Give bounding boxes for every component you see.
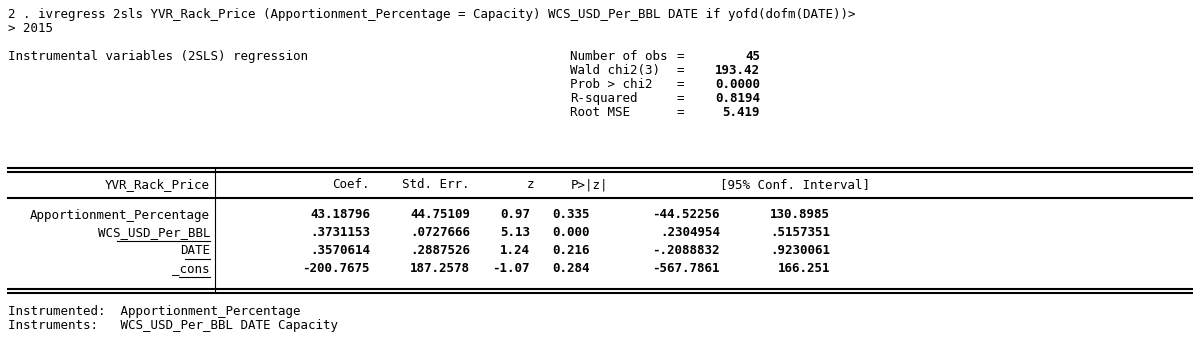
Text: 130.8985: 130.8985	[770, 209, 830, 221]
Text: .9230061: .9230061	[770, 245, 830, 257]
Text: 5.13: 5.13	[500, 226, 530, 240]
Text: z: z	[527, 179, 534, 191]
Text: 0.8194: 0.8194	[715, 92, 760, 105]
Text: 2 . ivregress 2sls YVR_Rack_Price (Apportionment_Percentage = Capacity) WCS_USD_: 2 . ivregress 2sls YVR_Rack_Price (Appor…	[8, 8, 856, 21]
Text: 193.42: 193.42	[715, 64, 760, 77]
Text: -44.52256: -44.52256	[653, 209, 720, 221]
Text: .0727666: .0727666	[410, 226, 470, 240]
Text: 0.284: 0.284	[552, 263, 590, 276]
Text: Prob > chi2: Prob > chi2	[570, 78, 653, 91]
Text: 43.18796: 43.18796	[310, 209, 370, 221]
Text: Instrumented:  Apportionment_Percentage: Instrumented: Apportionment_Percentage	[8, 305, 300, 318]
Text: .3570614: .3570614	[310, 245, 370, 257]
Text: 166.251: 166.251	[778, 263, 830, 276]
Text: -.2088832: -.2088832	[653, 245, 720, 257]
Text: 187.2578: 187.2578	[410, 263, 470, 276]
Text: [95% Conf. Interval]: [95% Conf. Interval]	[720, 179, 870, 191]
Text: Apportionment_Percentage: Apportionment_Percentage	[30, 209, 210, 221]
Text: =: =	[677, 78, 684, 91]
Text: 1.24: 1.24	[500, 245, 530, 257]
Text: 0.0000: 0.0000	[715, 78, 760, 91]
Text: =: =	[677, 106, 684, 119]
Text: .3731153: .3731153	[310, 226, 370, 240]
Text: =: =	[677, 92, 684, 105]
Text: Instrumental variables (2SLS) regression: Instrumental variables (2SLS) regression	[8, 50, 308, 63]
Text: Number of obs: Number of obs	[570, 50, 667, 63]
Text: -1.07: -1.07	[492, 263, 530, 276]
Text: Wald chi2(3): Wald chi2(3)	[570, 64, 660, 77]
Text: -200.7675: -200.7675	[302, 263, 370, 276]
Text: 44.75109: 44.75109	[410, 209, 470, 221]
Text: 5.419: 5.419	[722, 106, 760, 119]
Text: 0.000: 0.000	[552, 226, 590, 240]
Text: 0.216: 0.216	[552, 245, 590, 257]
Text: P>|z|: P>|z|	[571, 179, 608, 191]
Text: .5157351: .5157351	[770, 226, 830, 240]
Text: .2304954: .2304954	[660, 226, 720, 240]
Text: _cons: _cons	[173, 263, 210, 276]
Text: WCS_USD_Per_BBL: WCS_USD_Per_BBL	[97, 226, 210, 240]
Text: .2887526: .2887526	[410, 245, 470, 257]
Text: 45: 45	[745, 50, 760, 63]
Text: =: =	[677, 50, 684, 63]
Text: Instruments:   WCS_USD_Per_BBL DATE Capacity: Instruments: WCS_USD_Per_BBL DATE Capaci…	[8, 319, 338, 332]
Text: Std. Err.: Std. Err.	[402, 179, 470, 191]
Text: =: =	[677, 64, 684, 77]
Text: DATE: DATE	[180, 245, 210, 257]
Text: > 2015: > 2015	[8, 22, 53, 35]
Text: R-squared: R-squared	[570, 92, 637, 105]
Text: -567.7861: -567.7861	[653, 263, 720, 276]
Text: Root MSE: Root MSE	[570, 106, 630, 119]
Text: 0.335: 0.335	[552, 209, 590, 221]
Text: YVR_Rack_Price: YVR_Rack_Price	[106, 179, 210, 191]
Text: 0.97: 0.97	[500, 209, 530, 221]
Text: Coef.: Coef.	[332, 179, 370, 191]
